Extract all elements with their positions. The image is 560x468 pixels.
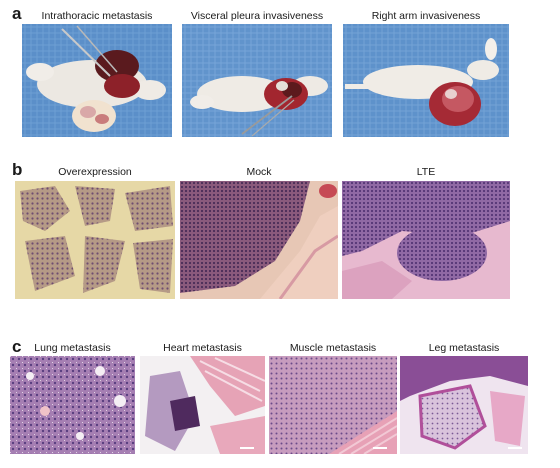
histology-overexpression [15, 181, 175, 299]
histology-lte [342, 181, 510, 299]
caption-lung-metastasis: Lung metastasis [34, 342, 111, 354]
caption-leg-metastasis: Leg metastasis [428, 342, 500, 354]
photo-intrathoracic-metastasis [22, 24, 172, 137]
histology-mock [180, 181, 338, 299]
caption-right-arm-invasiveness: Right arm invasiveness [371, 10, 481, 22]
histology-lung-metastasis [10, 356, 135, 454]
caption-overexpression: Overexpression [58, 166, 132, 178]
photo-visceral-pleura-invasiveness [182, 24, 332, 137]
panel-letter-b: b [12, 160, 23, 179]
panel-letter-c: c [12, 337, 22, 356]
photo-right-arm-invasiveness [343, 24, 509, 137]
caption-mock: Mock [246, 166, 272, 178]
caption-heart-metastasis: Heart metastasis [163, 342, 242, 354]
caption-muscle-metastasis: Muscle metastasis [289, 342, 377, 354]
histology-leg-metastasis [400, 356, 528, 454]
panel-letter-a: a [12, 4, 22, 23]
histology-heart-metastasis [140, 356, 265, 454]
histology-muscle-metastasis [269, 356, 397, 454]
caption-lte: LTE [416, 166, 436, 178]
caption-intrathoracic-metastasis: Intrathoracic metastasis [41, 10, 153, 22]
caption-visceral-pleura-invasiveness: Visceral pleura invasiveness [190, 10, 324, 22]
